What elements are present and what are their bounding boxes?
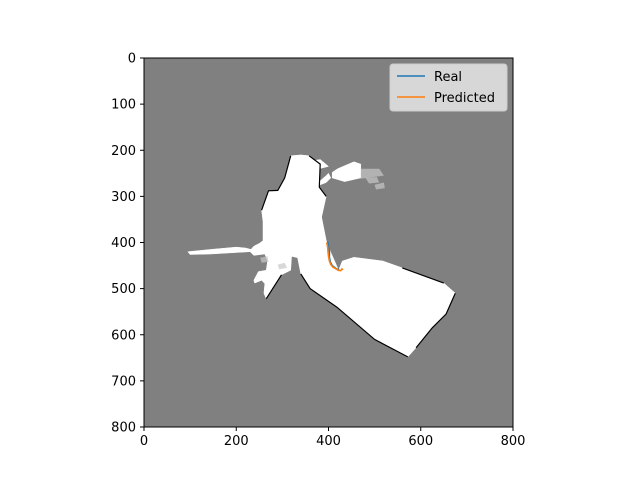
x-tick-label: 400 (316, 434, 341, 449)
y-tick-label: 400 (111, 236, 136, 251)
y-tick-label: 700 (111, 374, 136, 389)
clutter-region (360, 168, 384, 179)
y-tick-label: 600 (111, 328, 136, 343)
y-tick-label: 100 (111, 98, 136, 113)
wall-segment (415, 292, 456, 349)
free-space-region (299, 172, 316, 186)
y-tick-label: 300 (111, 190, 136, 205)
y-tick-label: 0 (128, 52, 136, 67)
clutter-region (374, 182, 385, 190)
series-group (325, 241, 344, 272)
wall-segment (261, 155, 292, 211)
x-tick-label: 200 (224, 434, 249, 449)
x-tick-label: 600 (408, 434, 433, 449)
x-tick-label: 0 (140, 434, 148, 449)
plot-area (144, 58, 513, 427)
clutter-region (260, 256, 269, 263)
wall-segment (265, 274, 283, 300)
series-line-predicted (325, 242, 344, 272)
legend: Real Predicted (389, 63, 508, 112)
clutter-region (277, 262, 287, 270)
wall-segment (300, 273, 409, 358)
x-tick-label: 800 (501, 434, 526, 449)
y-tick-label: 800 (111, 421, 136, 436)
tick-group: 0 200 400 600 800 0 100 200 300 400 500 600 700 800 (111, 52, 525, 450)
legend-label-predicted: Predicted (434, 91, 495, 106)
legend-label-real: Real (434, 70, 462, 85)
y-tick-label: 500 (111, 282, 136, 297)
wall-segment (402, 267, 445, 284)
y-tick-label: 200 (111, 144, 136, 159)
free-space-region (319, 172, 332, 186)
clutter-region (365, 177, 380, 184)
wall-segment (308, 155, 327, 197)
free-space-region (306, 159, 330, 169)
